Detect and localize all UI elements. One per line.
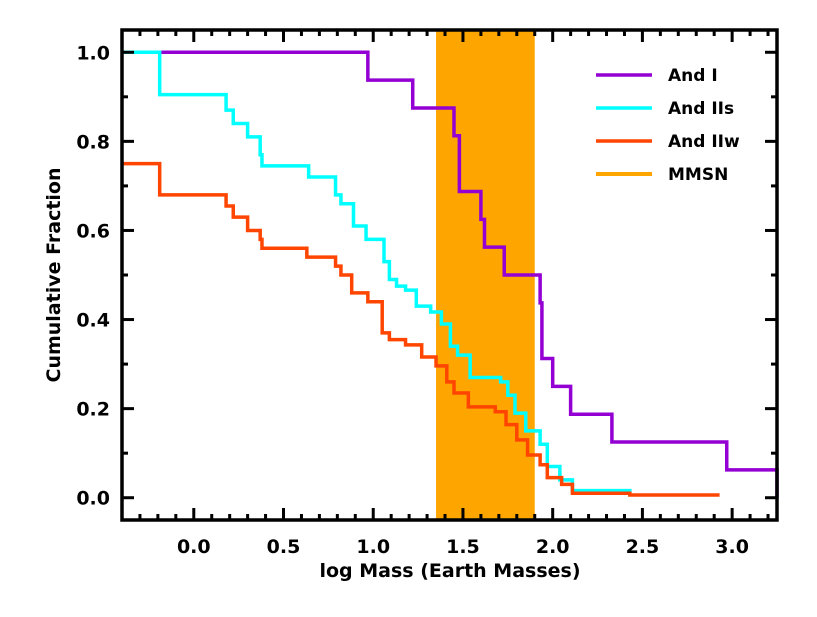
series-layer [122,50,779,498]
x-tick-label: 3.0 [715,536,749,558]
y-tick-label: 1.0 [76,42,110,64]
y-tick-label: 0.0 [76,488,110,510]
legend: And I And IIs And IIw MMSN [596,66,740,185]
legend-label: And IIw [668,132,740,152]
series-line-and-iis [122,50,632,493]
x-tick-label: 2.5 [626,536,660,558]
legend-label: And IIs [668,99,734,119]
axes-layer: 0.0 0.5 1.0 1.5 2.0 2.5 3.0 0.0 0.2 0.4 0.6 0.8 1.0 [76,28,779,558]
y-tick-label: 0.2 [76,399,110,421]
x-tick-label: 2.0 [536,536,570,558]
y-tick-label: 0.6 [76,220,110,242]
y-axis-label: Cumulative Fraction [43,167,65,382]
y-tick-label: 0.8 [76,131,110,153]
plot-frame [120,28,779,522]
legend-label: And I [668,66,718,86]
y-tick-label: 0.4 [76,310,110,332]
x-tick-label: 0.0 [177,536,211,558]
x-tick-label: 0.5 [267,536,301,558]
x-tick-label: 1.5 [446,536,480,558]
x-tick-label: 1.0 [356,536,390,558]
series-line-and-iiw [122,161,720,497]
x-axis-label: log Mass (Earth Masses) [319,560,580,582]
legend-label: MMSN [668,165,728,185]
series-line-and-i [122,50,779,498]
